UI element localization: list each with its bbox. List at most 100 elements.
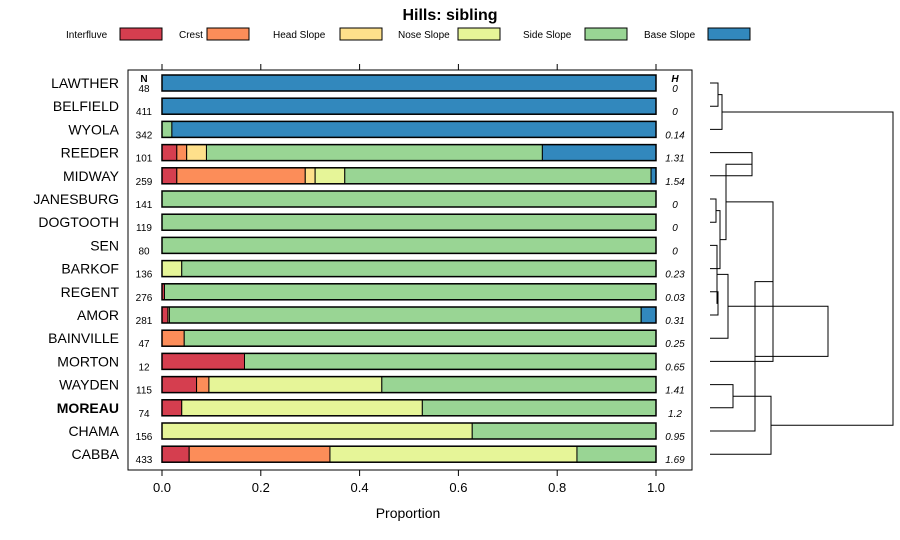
- h-value-label: 0.65: [665, 362, 685, 373]
- bar-segment: [161, 422, 473, 440]
- series-name-label: MIDWAY: [63, 168, 120, 184]
- bar-segment: [161, 306, 169, 324]
- series-name-label: CABBA: [72, 446, 120, 462]
- bar-segment: [161, 399, 183, 417]
- bar-segment: [471, 422, 657, 440]
- dendrogram-branch: [710, 384, 734, 409]
- chart-title: Hills: sibling: [402, 7, 497, 24]
- bar-segment: [181, 399, 423, 417]
- series-name-label: BARKOF: [61, 261, 119, 277]
- bar-segment: [161, 329, 185, 347]
- bar-segment: [186, 144, 207, 162]
- bar-segment: [161, 190, 657, 208]
- x-tick-label: 1.0: [647, 480, 665, 495]
- bar-segment: [243, 352, 657, 370]
- bar-outline: [161, 283, 657, 301]
- bar-outline: [161, 213, 657, 231]
- bar-segment: [176, 144, 188, 162]
- bar-segment: [196, 376, 210, 394]
- series-name-label: MORTON: [57, 353, 119, 369]
- dendrogram-branch: [728, 305, 829, 357]
- bar-segment: [161, 445, 190, 463]
- dendrogram-branch: [710, 198, 717, 223]
- h-value-label: 0.31: [665, 316, 684, 327]
- n-count-label: 276: [136, 293, 153, 304]
- bar-segment: [176, 167, 306, 185]
- n-count-label: 119: [136, 223, 152, 234]
- bar-segment: [161, 167, 178, 185]
- legend-label: Side Slope: [523, 30, 572, 41]
- h-value-label: 1.69: [665, 455, 685, 466]
- h-value-label: 1.54: [665, 177, 685, 188]
- bar-segment: [161, 97, 657, 115]
- n-count-label: 74: [138, 409, 150, 420]
- legend-label: Crest: [179, 30, 203, 41]
- bar-segment: [161, 352, 245, 370]
- legend-swatch: [707, 27, 751, 41]
- bar-segment: [188, 445, 331, 463]
- n-count-label: 281: [136, 316, 153, 327]
- bar-outline: [161, 422, 657, 440]
- bar-segment: [161, 236, 657, 254]
- n-count-label: 47: [138, 339, 150, 350]
- x-tick-label: 0.4: [351, 480, 369, 495]
- n-count-label: 342: [136, 130, 153, 141]
- bar-segment: [161, 213, 657, 231]
- n-count-label: 136: [136, 270, 153, 281]
- legend-label: Nose Slope: [398, 30, 450, 41]
- bar-segment: [168, 306, 642, 324]
- bar-segment: [541, 144, 657, 162]
- bar-segment: [208, 376, 383, 394]
- n-count-label: 48: [138, 84, 150, 95]
- h-value-label: 0.25: [665, 339, 685, 350]
- n-count-label: 115: [136, 386, 152, 397]
- bar-segment: [161, 120, 173, 138]
- bar-outline: [161, 120, 657, 139]
- bar-segment: [161, 74, 657, 92]
- legend-swatch: [119, 27, 163, 41]
- bar-segment: [344, 167, 652, 185]
- legend-label: Base Slope: [644, 30, 696, 41]
- dendrogram-branch: [710, 395, 772, 455]
- bar-outline: [161, 74, 657, 92]
- bar-outline: [161, 445, 657, 463]
- bar-outline: [161, 329, 657, 347]
- bar-outline: [161, 306, 657, 324]
- bar-segment: [304, 167, 316, 185]
- bar-segment: [381, 376, 657, 394]
- x-axis: 0.0 0.2 0.4 0.6 0.8 1.0: [153, 64, 665, 495]
- dendrogram-branch: [710, 273, 729, 339]
- dendrogram-branch: [710, 244, 718, 304]
- h-value-label: 0: [672, 107, 678, 118]
- legend-swatch: [584, 27, 628, 41]
- n-count-label: 141: [136, 200, 153, 211]
- bar-outline: [161, 352, 657, 371]
- series-name-label: WAYDEN: [59, 377, 119, 393]
- n-count-label: 156: [136, 432, 153, 443]
- series-name-label: JANESBURG: [33, 191, 119, 207]
- series-name-label: REGENT: [61, 284, 120, 300]
- bar-outline: [161, 399, 657, 417]
- bar-segment: [329, 445, 578, 463]
- h-value-label: 0.14: [665, 130, 685, 141]
- dendrogram-branch: [722, 111, 894, 426]
- row-labels: LAWTHER 48 0 BELFIELD 411 0 WYOLA 342 0.14 REEDER…: [33, 75, 685, 466]
- h-value-label: 0.95: [665, 432, 685, 443]
- n-header: N: [140, 74, 147, 85]
- legend-swatch: [457, 27, 501, 41]
- bar-segment: [161, 144, 178, 162]
- bar-segment: [171, 120, 657, 138]
- series-name-label: SEN: [90, 237, 119, 253]
- bar-outline: [161, 167, 657, 185]
- dendrogram-branch: [710, 82, 719, 107]
- series-name-label: CHAMA: [68, 423, 119, 439]
- series-name-label: BAINVILLE: [48, 330, 119, 346]
- h-value-label: 1.41: [665, 386, 684, 397]
- n-count-label: 259: [136, 177, 153, 188]
- bar-segment: [183, 329, 657, 347]
- legend-swatch: [339, 27, 383, 41]
- x-tick-label: 0.0: [153, 480, 171, 495]
- bar-segment: [161, 376, 198, 394]
- bar-outline: [161, 97, 657, 115]
